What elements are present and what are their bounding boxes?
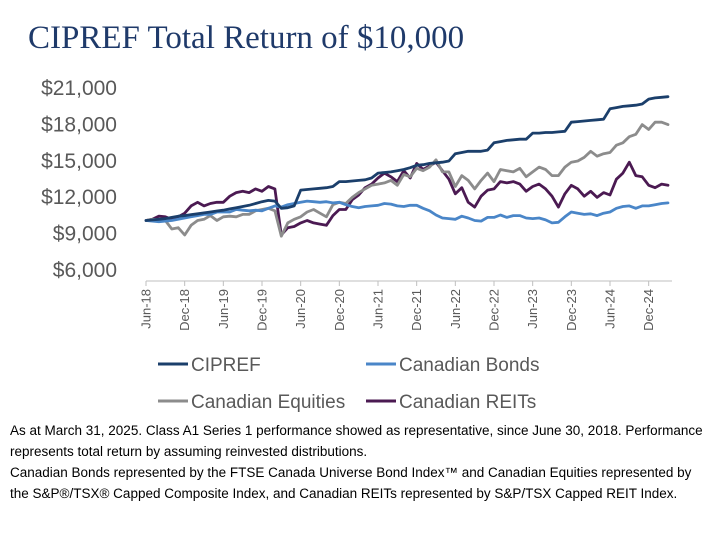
legend-label: Canadian Bonds <box>399 355 540 376</box>
line-chart: $6,000 $9,000 $12,000 $15,000 $18,000 $21,000… <box>41 77 672 413</box>
x-tick-label: Dec-24 <box>641 289 656 331</box>
footnote-performance: As at March 31, 2025. Class A1 Series 1 … <box>10 423 703 459</box>
x-axis: Jun-18 Dec-18 Jun-19 Dec-19 Jun-20 Dec-20 Jun-… <box>139 280 672 331</box>
x-tick-label: Dec-21 <box>409 289 424 331</box>
series-line-canadian-equities <box>144 120 670 238</box>
y-tick-label: $9,000 <box>53 223 117 246</box>
y-axis: $6,000 $9,000 $12,000 $15,000 $18,000 $21,000 <box>41 77 117 282</box>
x-tick-label: Jun-21 <box>371 289 386 329</box>
legend-label: CIPREF <box>191 355 261 376</box>
x-tick-label: Jun-20 <box>293 289 308 329</box>
footnote: As at March 31, 2025. Class A1 Series 1 … <box>10 420 710 504</box>
series-line-canadian-reits <box>144 160 670 237</box>
y-tick-label: $6,000 <box>53 259 117 282</box>
legend-label: Canadian REITs <box>399 392 536 413</box>
legend-item-canadian-reits: Canadian REITs <box>366 392 536 413</box>
y-tick-label: $18,000 <box>41 113 117 136</box>
series-lines <box>144 95 670 238</box>
x-tick-label: Jun-24 <box>603 289 618 329</box>
x-tick-label: Dec-18 <box>177 289 192 331</box>
x-tick-label: Dec-20 <box>332 289 347 331</box>
x-tick-label: Jun-18 <box>139 289 154 329</box>
legend-item-cipref: CIPREF <box>158 355 261 376</box>
x-tick-label: Jun-22 <box>448 289 463 329</box>
y-tick-label: $21,000 <box>41 77 117 100</box>
x-tick-label: Dec-22 <box>487 289 502 331</box>
chart-title: CIPREF Total Return of $10,000 <box>28 20 465 56</box>
legend: CIPREF Canadian Bonds Canadian Equities Can… <box>158 355 540 413</box>
series-line-canadian-bonds <box>144 199 670 225</box>
footnote-indices: Canadian Bonds represented by the FTSE C… <box>10 465 692 501</box>
series-line-cipref <box>144 95 670 222</box>
legend-item-canadian-equities: Canadian Equities <box>158 392 345 413</box>
legend-item-canadian-bonds: Canadian Bonds <box>366 355 540 376</box>
x-tick-label: Jun-23 <box>525 289 540 329</box>
x-tick-label: Jun-19 <box>216 289 231 329</box>
legend-label: Canadian Equities <box>191 392 345 413</box>
y-tick-label: $15,000 <box>41 150 117 173</box>
x-tick-label: Dec-23 <box>564 289 579 331</box>
x-tick-label: Dec-19 <box>255 289 270 331</box>
y-tick-label: $12,000 <box>41 186 117 209</box>
